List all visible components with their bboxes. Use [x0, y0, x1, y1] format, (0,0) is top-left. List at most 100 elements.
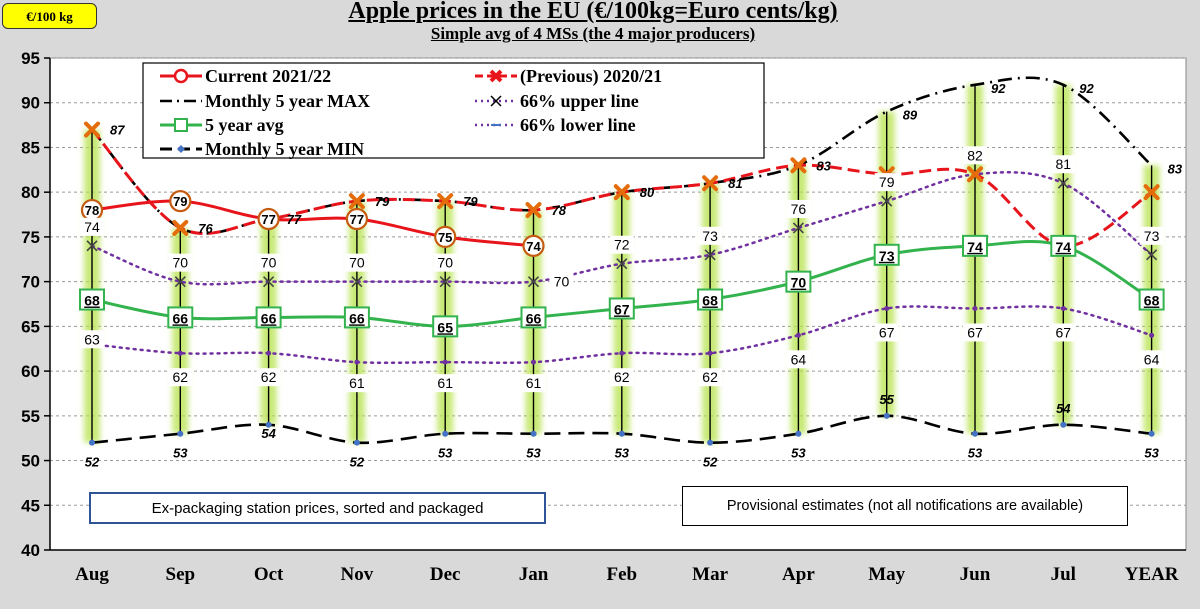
unit-badge: €/100 kg	[2, 3, 97, 29]
y-tick-label: 45	[21, 496, 40, 515]
avg-label-box	[697, 288, 724, 311]
max-label: 92	[1079, 81, 1094, 96]
current-marker	[434, 225, 457, 249]
legend-symbol-previous	[475, 69, 517, 83]
max-label: 92	[991, 81, 1006, 96]
legend-label-max: Monthly 5 year MAX	[205, 91, 370, 111]
legend-label-avg: 5 year avg	[205, 115, 284, 135]
avg-label-box	[432, 315, 459, 338]
y-tick-label: 75	[21, 228, 40, 247]
x-tick-label: May	[868, 564, 905, 585]
x-tick-label: Jan	[519, 564, 549, 585]
upper-label-bg	[549, 272, 574, 291]
previous-marker	[613, 184, 630, 201]
chart-subtitle: Simple avg of 4 MSs (the 4 major produce…	[430, 24, 756, 43]
x-tick-label: Apr	[782, 564, 815, 585]
x-tick-label: Mar	[692, 564, 728, 585]
y-tick-label: 90	[21, 94, 40, 113]
lower-marker	[442, 359, 448, 365]
upper-marker	[86, 240, 98, 252]
lower-label: 62	[702, 369, 718, 385]
lower-label-bg	[1139, 350, 1164, 369]
avg-label-box	[785, 270, 812, 293]
avg-label-box	[962, 234, 988, 257]
upper-label: 81	[1056, 156, 1072, 172]
y-tick-label: 65	[21, 317, 40, 336]
avg-label-box	[255, 306, 282, 329]
upper-marker	[174, 276, 186, 288]
upper-label: 72	[614, 237, 630, 253]
upper-marker	[704, 249, 716, 261]
avg-label: 66	[173, 310, 189, 326]
y-tick-label: 60	[21, 362, 40, 381]
min-label: 52	[350, 455, 365, 470]
lower-label: 64	[1144, 351, 1160, 367]
previous-label: 79	[463, 194, 478, 209]
current-marker	[522, 234, 545, 257]
min-marker	[442, 430, 449, 437]
legend-label-previous: (Previous) 2020/21	[520, 66, 662, 87]
previous-marker	[525, 202, 542, 219]
lower-label: 67	[967, 324, 983, 340]
upper-label-bg	[874, 173, 899, 192]
min-label: 54	[1056, 401, 1071, 416]
previous-label: 81	[728, 176, 742, 191]
upper-marker	[1146, 249, 1158, 261]
upper-label-bg	[344, 253, 369, 272]
previous-label: 78	[552, 203, 567, 218]
upper-label: 73	[702, 228, 718, 244]
lower-label-bg	[433, 374, 458, 393]
note-packaging: Ex-packaging station prices, sorted and …	[89, 492, 546, 524]
x-tick-label: Dec	[430, 564, 461, 585]
legend-item-previous: (Previous) 2020/21	[475, 66, 662, 87]
previous-marker	[702, 175, 719, 192]
previous-marker	[790, 157, 807, 174]
min-marker	[265, 421, 272, 428]
x-tick-label: Aug	[75, 564, 109, 585]
lower-label-bg	[344, 374, 369, 393]
lower-label: 62	[173, 369, 189, 385]
lower-label-bg	[786, 350, 811, 369]
lower-marker	[884, 305, 890, 311]
legend-item-upper: 66% upper line	[475, 91, 639, 111]
avg-label: 68	[702, 293, 718, 309]
min-marker	[1060, 421, 1067, 428]
min-label: 54	[261, 426, 276, 441]
y-tick-label: 55	[21, 407, 40, 426]
lower-label: 67	[879, 324, 895, 340]
min-marker	[530, 430, 537, 437]
min-label: 52	[85, 455, 100, 470]
avg-label-box	[1050, 234, 1077, 257]
legend: Current 2021/22 (Previous) 2020/21 Monthly…	[142, 62, 765, 159]
avg-label-box	[520, 306, 547, 329]
lower-marker	[177, 350, 183, 356]
upper-label: 79	[879, 174, 895, 190]
y-tick-label: 50	[21, 452, 40, 471]
upper-label: 70	[437, 255, 453, 271]
upper-label: 70	[261, 255, 277, 271]
upper-marker	[527, 276, 540, 288]
upper-label: 70	[349, 255, 365, 271]
lower-label-bg	[874, 323, 899, 342]
avg-label-box	[167, 306, 194, 329]
lower-label-bg	[1051, 323, 1076, 342]
min-marker	[883, 412, 890, 419]
min-label: 53	[968, 446, 983, 461]
avg-label: 73	[879, 248, 895, 264]
lower-marker	[266, 350, 272, 356]
max-label: 83	[1168, 161, 1183, 176]
previous-label: 77	[287, 212, 302, 227]
max-label: 89	[903, 108, 918, 123]
upper-label-bg	[786, 199, 811, 218]
legend-item-min: Monthly 5 year MIN	[160, 139, 364, 159]
legend-symbol-min	[160, 145, 202, 153]
lower-label-bg	[963, 323, 987, 342]
current-label: 74	[526, 239, 541, 254]
min-label: 53	[438, 446, 453, 461]
upper-label-bg	[256, 253, 281, 272]
previous-marker	[84, 121, 100, 138]
avg-label: 67	[614, 301, 630, 317]
lower-label: 63	[84, 331, 100, 347]
min-marker	[795, 430, 802, 437]
upper-marker	[792, 222, 804, 234]
